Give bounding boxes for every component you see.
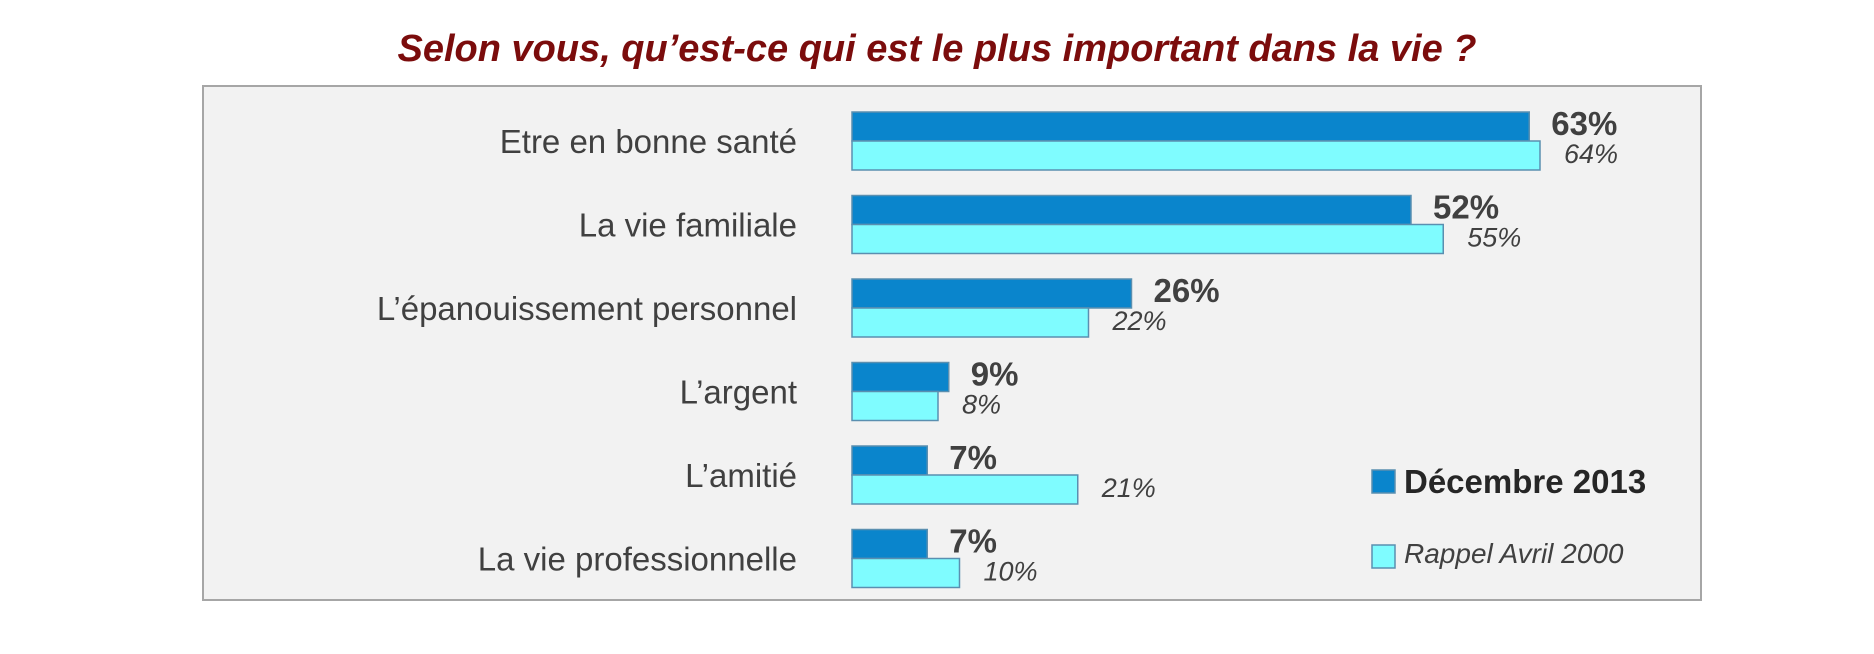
bar-avr-2000-l-amitie (851, 474, 1079, 505)
data-label-avr-2000-etre-en-bonne-sante: 64% (1564, 139, 1618, 169)
data-label-avr-2000-la-vie-professionnelle: 10% (984, 557, 1038, 587)
legend-label-dec-2013: Décembre 2013 (1404, 463, 1646, 500)
category-label-etre-en-bonne-sante: Etre en bonne santé (500, 123, 797, 160)
bar-dec-2013-la-vie-familiale (851, 194, 1412, 226)
bar-avr-2000-etre-en-bonne-sante (851, 140, 1541, 171)
bar-avr-2000-l-epanouissement-personnel (851, 307, 1090, 338)
plot-area (202, 85, 1702, 601)
data-label-dec-2013-la-vie-familiale: 52% (1433, 189, 1499, 226)
data-label-avr-2000-l-amitie: 21% (1101, 473, 1156, 503)
data-label-avr-2000-l-epanouissement-personnel: 22% (1112, 306, 1167, 336)
data-label-dec-2013-l-argent: 9% (971, 356, 1019, 393)
bar-dec-2013-l-amitie (851, 445, 928, 476)
chart-title: Selon vous, qu’est-ce qui est le plus im… (397, 28, 1477, 70)
data-label-avr-2000-l-argent: 8% (962, 390, 1001, 420)
bar-dec-2013-l-epanouissement-personnel (851, 278, 1133, 309)
data-label-dec-2013-la-vie-professionnelle: 7% (949, 523, 997, 560)
legend: Décembre 2013 Rappel Avril 2000 (1371, 463, 1646, 569)
data-label-dec-2013-l-epanouissement-personnel: 26% (1154, 272, 1220, 309)
bar-avr-2000-la-vie-familiale (851, 223, 1444, 255)
category-label-l-argent: L’argent (680, 374, 797, 411)
bar-dec-2013-l-argent (851, 361, 950, 393)
legend-label-avr-2000: Rappel Avril 2000 (1404, 538, 1624, 569)
category-label-l-epanouissement-personnel: L’épanouissement personnel (377, 290, 797, 327)
category-label-la-vie-familiale: La vie familiale (579, 207, 797, 244)
bars-layer: Etre en bonne santé 63%64% La vie familial… (377, 105, 1618, 589)
data-label-dec-2013-etre-en-bonne-sante: 63% (1551, 105, 1617, 142)
bar-avr-2000-l-argent (851, 390, 939, 422)
legend-swatch-avr-2000 (1371, 544, 1396, 569)
bar-avr-2000-la-vie-professionnelle (851, 557, 961, 589)
category-label-l-amitie: L’amitié (685, 457, 797, 494)
bar-dec-2013-la-vie-professionnelle (851, 528, 928, 560)
bar-dec-2013-etre-en-bonne-sante (851, 111, 1530, 142)
data-label-avr-2000-la-vie-familiale: 55% (1467, 223, 1521, 253)
legend-swatch-dec-2013 (1371, 469, 1396, 494)
data-label-dec-2013-l-amitie: 7% (949, 439, 997, 476)
category-label-la-vie-professionnelle: La vie professionnelle (478, 541, 797, 578)
